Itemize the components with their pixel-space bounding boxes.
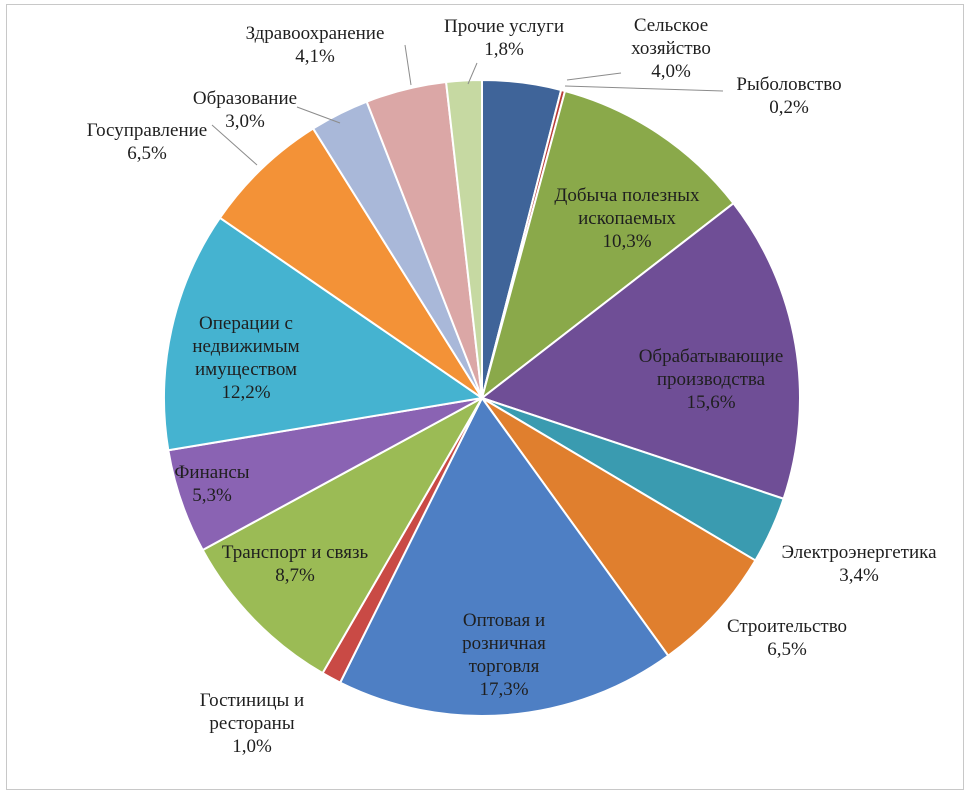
data-label-percent: 1,8% xyxy=(484,39,524,60)
data-label-percent: 6,5% xyxy=(127,143,167,164)
data-label-percent: 0,2% xyxy=(769,97,809,118)
leader-line-rybolovstvo xyxy=(564,85,724,92)
data-label-zdravoohranenie: Здравоохранение 4,1% xyxy=(246,23,385,67)
data-label-text: Обрабатывающие xyxy=(639,346,784,367)
data-label-selskoe-hozyaistvo: Сельское хозяйство 4,0% xyxy=(631,15,711,82)
leader-line-obrazovanie xyxy=(296,106,341,124)
data-label-text: Строительство xyxy=(727,616,847,637)
data-label-gosupravlenie: Госуправление 6,5% xyxy=(87,120,207,164)
data-label-percent: 8,7% xyxy=(275,565,315,586)
data-label-text: Здравоохранение xyxy=(246,23,385,44)
data-label-obrabatyvayuschie-proizvodstva: Обрабатывающие производства 15,6% xyxy=(639,346,784,413)
data-label-percent: 4,1% xyxy=(295,46,335,67)
data-label-text: торговля xyxy=(469,656,540,677)
data-label-percent: 5,3% xyxy=(192,485,232,506)
data-label-percent: 4,0% xyxy=(651,61,691,82)
data-label-text: ископаемых xyxy=(578,208,676,229)
data-label-optovaya-i-roznichnaya-torgovlya: Оптовая и розничная торговля 17,3% xyxy=(462,610,546,700)
data-label-text: Операции с xyxy=(199,313,293,334)
leader-line-selskoe-hozyaistvo xyxy=(566,72,622,81)
data-label-text: Финансы xyxy=(174,462,249,483)
leader-line-zdravoohranenie xyxy=(404,44,412,86)
leader-line-gosupravlenie xyxy=(211,124,258,166)
data-label-text: Рыболовство xyxy=(736,74,841,95)
data-label-percent: 10,3% xyxy=(602,231,651,252)
chart-frame: Сельское хозяйство 4,0% Рыболовство 0,2% Добы… xyxy=(6,4,964,790)
data-label-finansy: Финансы 5,3% xyxy=(174,462,249,506)
data-label-text: Добыча полезных xyxy=(554,185,700,206)
data-label-text: Сельское xyxy=(634,15,708,36)
pie-outline xyxy=(163,79,801,717)
data-label-text: рестораны xyxy=(209,713,294,734)
pie-chart: Сельское хозяйство 4,0% Рыболовство 0,2% Добы… xyxy=(87,15,937,757)
data-label-text: розничная xyxy=(462,633,546,654)
data-label-text: производства xyxy=(657,369,766,390)
data-label-percent: 12,2% xyxy=(221,382,270,403)
data-label-text: недвижимым xyxy=(192,336,299,357)
data-label-percent: 15,6% xyxy=(686,392,735,413)
data-label-rybolovstvo: Рыболовство 0,2% xyxy=(736,74,841,118)
data-label-text: Электроэнергетика xyxy=(781,542,937,563)
data-label-percent: 6,5% xyxy=(767,639,807,660)
data-label-text: имуществом xyxy=(195,359,297,380)
data-label-text: Гостиницы и xyxy=(200,690,304,711)
leader-line-prochie-uslugi xyxy=(467,62,478,85)
data-label-text: Образование xyxy=(193,88,297,109)
data-label-text: хозяйство xyxy=(631,38,711,59)
data-label-text: Транспорт и связь xyxy=(222,542,369,563)
data-label-percent: 3,4% xyxy=(839,565,879,586)
data-label-prochie-uslugi: Прочие услуги 1,8% xyxy=(444,16,564,60)
data-label-text: Госуправление xyxy=(87,120,207,141)
data-label-transport-i-svyaz: Транспорт и связь 8,7% xyxy=(222,542,369,586)
data-label-obrazovanie: Образование 3,0% xyxy=(193,88,297,132)
data-label-text: Прочие услуги xyxy=(444,16,564,37)
data-label-percent: 3,0% xyxy=(225,111,265,132)
data-label-percent: 1,0% xyxy=(232,736,272,757)
data-label-stroitelstvo: Строительство 6,5% xyxy=(727,616,847,660)
data-label-operacii-s-nedvizhimym-imuschestvom: Операции с недвижимым имуществом 12,2% xyxy=(192,313,299,403)
data-label-text: Оптовая и xyxy=(463,610,545,631)
data-label-gostinicy-i-restorany: Гостиницы и рестораны 1,0% xyxy=(200,690,304,757)
data-label-dobycha-poleznyh-iskopaemyh: Добыча полезных ископаемых 10,3% xyxy=(554,185,700,252)
data-label-elektroenergetika: Электроэнергетика 3,4% xyxy=(781,542,937,586)
data-label-percent: 17,3% xyxy=(479,679,528,700)
